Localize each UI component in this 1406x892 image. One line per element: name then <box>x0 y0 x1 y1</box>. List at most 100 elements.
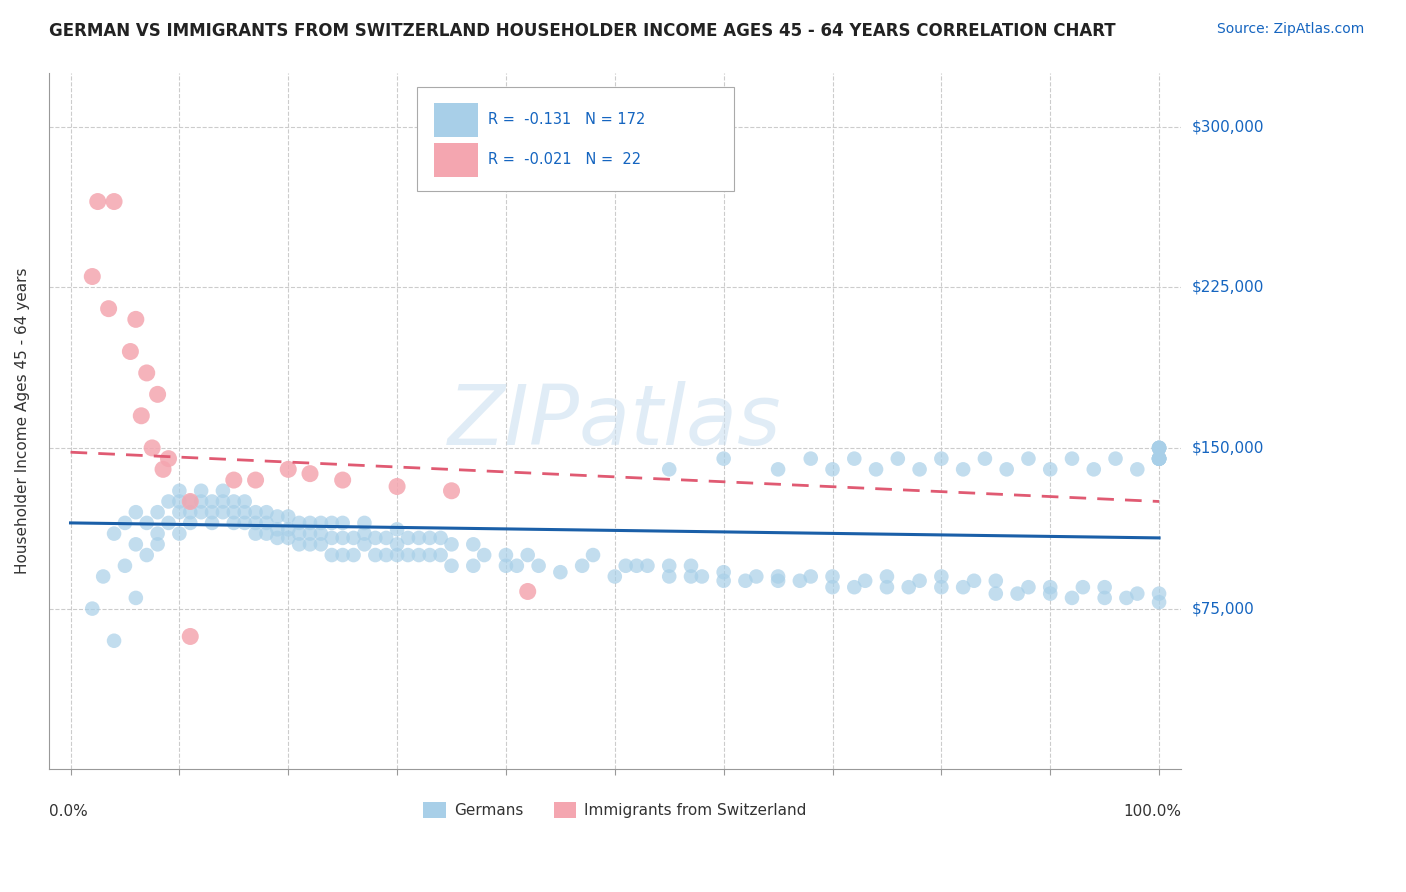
Point <box>974 451 997 466</box>
Point <box>766 569 789 583</box>
Point <box>713 574 735 588</box>
Point <box>734 574 756 588</box>
Point <box>114 516 136 530</box>
Point <box>887 451 910 466</box>
Point <box>288 526 311 541</box>
FancyBboxPatch shape <box>416 87 734 192</box>
Point <box>82 269 104 284</box>
Point <box>463 537 485 551</box>
Point <box>897 580 920 594</box>
Point <box>876 580 898 594</box>
Point <box>506 558 529 573</box>
Point <box>527 558 550 573</box>
Point <box>1147 451 1170 466</box>
Point <box>766 462 789 476</box>
Point <box>256 526 278 541</box>
Point <box>222 473 245 487</box>
Point <box>1126 462 1149 476</box>
Point <box>141 441 163 455</box>
Point <box>129 409 152 423</box>
Point <box>1060 591 1083 605</box>
Point <box>385 548 408 562</box>
Point <box>408 531 430 545</box>
Point <box>332 516 354 530</box>
Point <box>87 194 110 209</box>
Point <box>256 516 278 530</box>
Point <box>298 516 321 530</box>
Point <box>332 548 354 562</box>
Text: 100.0%: 100.0% <box>1123 804 1181 819</box>
Point <box>114 558 136 573</box>
Point <box>256 505 278 519</box>
Point <box>233 494 256 508</box>
Point <box>713 451 735 466</box>
Point <box>1147 441 1170 455</box>
Point <box>190 494 212 508</box>
Point <box>233 516 256 530</box>
Point <box>800 451 823 466</box>
Point <box>277 509 299 524</box>
Text: $300,000: $300,000 <box>1192 119 1264 134</box>
Point <box>212 494 235 508</box>
Point <box>952 580 974 594</box>
Point <box>1071 580 1094 594</box>
Point <box>396 531 419 545</box>
Point <box>984 586 1007 600</box>
Point <box>658 462 681 476</box>
Point <box>245 526 267 541</box>
Point <box>876 569 898 583</box>
Point <box>1147 451 1170 466</box>
Point <box>516 584 538 599</box>
Point <box>146 387 169 401</box>
Point <box>658 569 681 583</box>
Point <box>277 462 299 476</box>
Point <box>582 548 605 562</box>
Point <box>309 516 332 530</box>
Point <box>385 479 408 493</box>
Point <box>429 548 451 562</box>
Point <box>1094 591 1116 605</box>
Point <box>135 366 157 380</box>
Point <box>353 537 375 551</box>
Point <box>1147 586 1170 600</box>
Point <box>626 558 648 573</box>
Point <box>571 558 593 573</box>
Point <box>321 516 343 530</box>
Point <box>342 548 364 562</box>
Point <box>212 483 235 498</box>
Point <box>298 537 321 551</box>
Point <box>789 574 811 588</box>
Legend: Germans, Immigrants from Switzerland: Germans, Immigrants from Switzerland <box>418 797 813 824</box>
Point <box>353 526 375 541</box>
Point <box>690 569 713 583</box>
Point <box>821 580 844 594</box>
Point <box>375 548 398 562</box>
Point <box>321 531 343 545</box>
Point <box>1147 451 1170 466</box>
Point <box>1147 451 1170 466</box>
Point <box>1104 451 1126 466</box>
Point <box>865 462 887 476</box>
Point <box>603 569 626 583</box>
Point <box>245 516 267 530</box>
Point <box>245 473 267 487</box>
Text: $75,000: $75,000 <box>1192 601 1254 616</box>
Point <box>658 558 681 573</box>
Point <box>222 505 245 519</box>
Point <box>952 462 974 476</box>
Point <box>385 522 408 536</box>
Point <box>408 548 430 562</box>
Text: Source: ZipAtlas.com: Source: ZipAtlas.com <box>1216 22 1364 37</box>
Point <box>1083 462 1105 476</box>
Point <box>1147 595 1170 609</box>
Text: R =  -0.131   N = 172: R = -0.131 N = 172 <box>488 112 645 128</box>
Point <box>125 537 148 551</box>
Point <box>309 526 332 541</box>
Point <box>364 531 387 545</box>
Text: GERMAN VS IMMIGRANTS FROM SWITZERLAND HOUSEHOLDER INCOME AGES 45 - 64 YEARS CORR: GERMAN VS IMMIGRANTS FROM SWITZERLAND HO… <box>49 22 1116 40</box>
Point <box>82 601 104 615</box>
Point <box>309 537 332 551</box>
Point <box>169 505 191 519</box>
Point <box>298 526 321 541</box>
Point <box>679 558 702 573</box>
